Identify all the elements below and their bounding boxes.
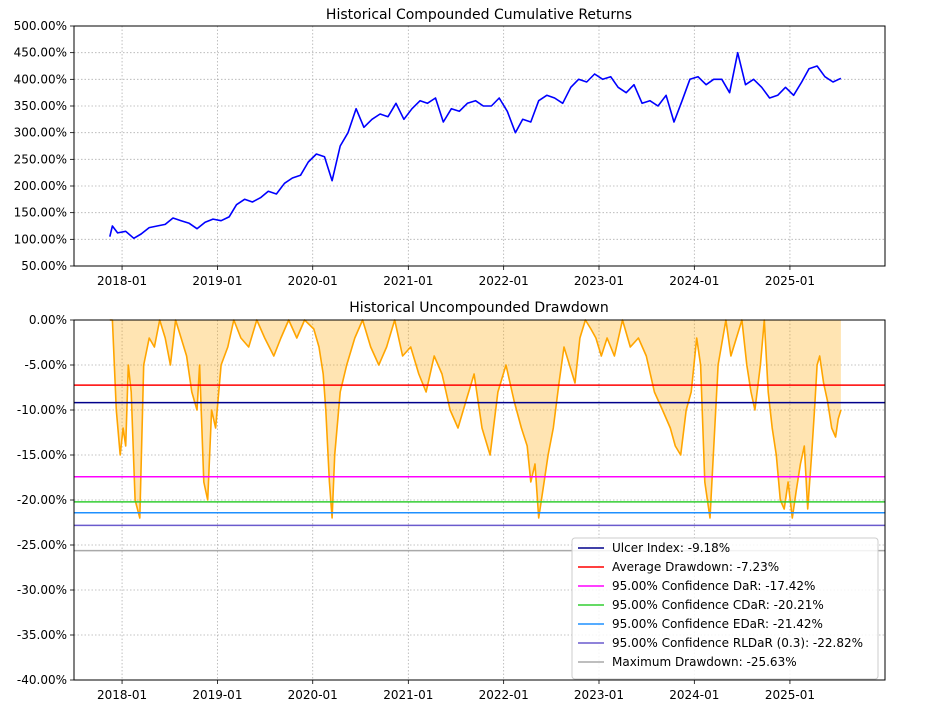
y-tick-label: -10.00%: [17, 403, 67, 417]
drawdown-legend: Ulcer Index: -9.18% Average Drawdown: -7.…: [571, 537, 879, 680]
y-tick-label: -35.00%: [17, 628, 67, 642]
x-tick-label: 2025-01: [765, 274, 815, 288]
y-tick-label: 400.00%: [14, 72, 67, 86]
x-tick-label: 2018-01: [97, 274, 147, 288]
y-tick-label: 50.00%: [21, 259, 67, 273]
y-tick-label: 350.00%: [14, 99, 67, 113]
drawdown-chart: Historical Uncompounded Drawdown 0.00% -5…: [17, 300, 886, 702]
x-tick-label: 2024-01: [669, 688, 719, 702]
x-tick-label: 2019-01: [192, 688, 242, 702]
x-tick-label: 2024-01: [669, 274, 719, 288]
cumulative-returns-line: [109, 51, 842, 240]
y-tick-label: -5.00%: [25, 358, 67, 372]
drawdown-plot-area: [109, 319, 842, 519]
drawdown-axes: 0.00% -5.00% -10.00% -15.00% -20.00% -25.00% -…: [17, 313, 886, 702]
drawdown-title: Historical Uncompounded Drawdown: [349, 300, 608, 316]
cumulative-returns-chart: Historical Compounded Cumulative Returns…: [14, 7, 886, 288]
x-tick-label: 2022-01: [479, 274, 529, 288]
y-tick-label: -25.00%: [17, 538, 67, 552]
cumulative-returns-plot-area: [109, 51, 842, 240]
legend-entry: Average Drawdown: -7.23%: [612, 560, 779, 574]
x-tick-label: 2021-01: [383, 688, 433, 702]
y-tick-label: 150.00%: [14, 206, 67, 220]
x-tick-label: 2019-01: [192, 274, 242, 288]
x-tick-label: 2020-01: [288, 688, 338, 702]
x-tick-label: 2022-01: [479, 688, 529, 702]
y-tick-label: 300.00%: [14, 126, 67, 140]
legend-entry: 95.00% Confidence EDaR: -21.42%: [612, 617, 823, 631]
x-tick-label: 2020-01: [288, 274, 338, 288]
y-tick-label: 500.00%: [14, 19, 67, 33]
cumulative-returns-grid: [74, 25, 885, 267]
x-tick-label: 2025-01: [765, 688, 815, 702]
y-tick-label: 100.00%: [14, 232, 67, 246]
y-tick-label: 0.00%: [29, 313, 67, 327]
drawdown-line: [109, 319, 842, 519]
legend-entry: 95.00% Confidence DaR: -17.42%: [612, 579, 815, 593]
y-tick-label: -15.00%: [17, 448, 67, 462]
x-tick-label: 2018-01: [97, 688, 147, 702]
y-tick-label: 250.00%: [14, 152, 67, 166]
x-tick-label: 2023-01: [574, 688, 624, 702]
x-tick-label: 2021-01: [383, 274, 433, 288]
plot-frame: [73, 25, 886, 267]
drawdown-reference-lines: [74, 384, 885, 552]
legend-entry: Ulcer Index: -9.18%: [612, 541, 730, 555]
plot-frame: [73, 319, 886, 681]
cumulative-returns-title: Historical Compounded Cumulative Returns: [326, 7, 632, 23]
drawdown-area: [109, 320, 841, 518]
y-tick-label: -30.00%: [17, 583, 67, 597]
y-tick-label: -40.00%: [17, 673, 67, 687]
y-tick-label: -20.00%: [17, 493, 67, 507]
legend-entry: 95.00% Confidence CDaR: -20.21%: [612, 598, 824, 612]
y-tick-label: 450.00%: [14, 46, 67, 60]
legend-entry: 95.00% Confidence RLDaR (0.3): -22.82%: [612, 636, 863, 650]
y-tick-label: 200.00%: [14, 179, 67, 193]
legend-box: [571, 537, 879, 680]
x-tick-label: 2023-01: [574, 274, 624, 288]
cumulative-returns-axes: 50.00% 100.00% 150.00% 200.00% 250.00% 300.00…: [14, 19, 886, 288]
legend-entry: Maximum Drawdown: -25.63%: [612, 655, 797, 669]
